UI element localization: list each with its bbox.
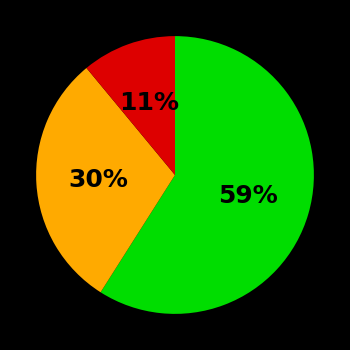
Text: 30%: 30% bbox=[69, 168, 129, 192]
Wedge shape bbox=[36, 68, 175, 292]
Text: 59%: 59% bbox=[218, 184, 278, 208]
Text: 11%: 11% bbox=[119, 91, 179, 115]
Wedge shape bbox=[100, 36, 314, 314]
Wedge shape bbox=[86, 36, 175, 175]
